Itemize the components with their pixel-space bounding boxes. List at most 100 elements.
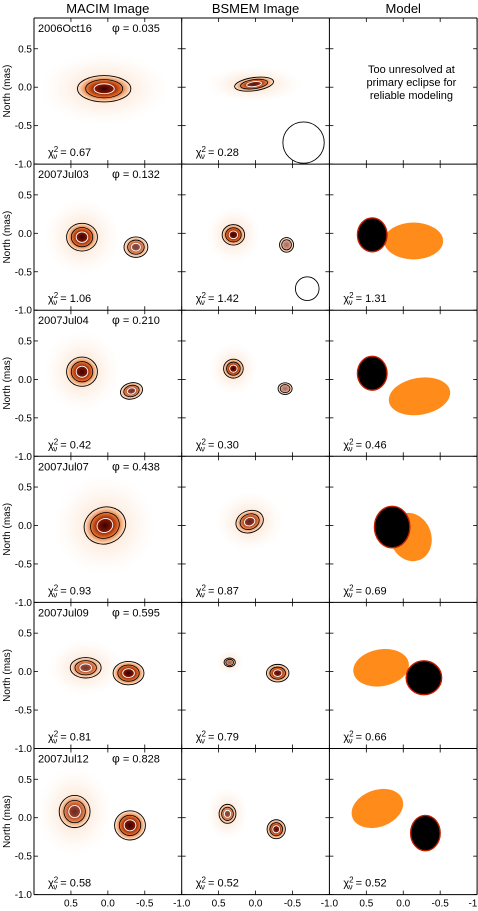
chi-subscript: ν xyxy=(201,444,205,453)
emission-blob xyxy=(122,235,150,259)
chi-subscript: ν xyxy=(201,590,205,599)
y-tick-label: -0.5 xyxy=(15,559,33,570)
contour-inner xyxy=(123,819,137,832)
contour-mid xyxy=(70,361,94,383)
chi2-text: χ2 ν = 0.30 xyxy=(196,437,239,453)
phase-label: φ = 0.438 xyxy=(112,459,160,473)
contour-outer xyxy=(234,76,274,92)
macim-panel: χ2 ν = 0.42 xyxy=(44,331,144,453)
emission-blob xyxy=(222,358,245,380)
contour-mid xyxy=(74,660,97,676)
phase-value: = 0.035 xyxy=(120,23,160,35)
x-tick-label: 0.0 xyxy=(396,899,410,910)
column-header: BSMEM Image xyxy=(212,1,299,16)
contour-inner xyxy=(223,809,232,818)
chi2-text: χ2 ν = 0.87 xyxy=(196,583,239,599)
chi2-value: = 0.28 xyxy=(205,147,239,159)
contour-inner xyxy=(68,805,81,819)
chi2-label: χ2 ν = 0.69 xyxy=(343,583,386,599)
chi-superscript: 2 xyxy=(201,583,206,592)
chi2-label: χ2 ν = 0.87 xyxy=(196,583,239,599)
phase-value: = 0.828 xyxy=(120,754,160,766)
contour-mid xyxy=(90,512,120,539)
chi2-text: χ2 ν = 0.79 xyxy=(196,730,239,746)
chi-superscript: 2 xyxy=(349,730,354,739)
y-tick-label: -1.0 xyxy=(15,160,33,171)
y-axis-label: North (mas) xyxy=(2,649,13,702)
contour-outer xyxy=(119,382,143,400)
model-note: Too unresolved at xyxy=(368,64,455,76)
contour-mid xyxy=(269,822,283,837)
emission-blob xyxy=(218,803,237,825)
chi2-text: χ2 ν = 0.52 xyxy=(196,876,239,892)
chi2-text: χ2 ν = 0.69 xyxy=(343,583,386,599)
chi-symbol: χ xyxy=(196,147,202,159)
chi2-text: χ2 ν = 0.52 xyxy=(343,876,386,892)
chi2-value: = 0.87 xyxy=(205,585,239,597)
chi-superscript: 2 xyxy=(349,876,354,885)
y-tick-label: -1.0 xyxy=(15,452,33,463)
chi2-label: χ2 ν = 1.42 xyxy=(196,291,239,307)
model-primary-star xyxy=(356,355,388,391)
contour-outer xyxy=(123,236,149,258)
chi-symbol: χ xyxy=(196,439,202,451)
emission-blob xyxy=(64,355,100,388)
contour-outer xyxy=(112,661,145,686)
chi2-value: = 0.69 xyxy=(353,585,387,597)
phase-label: φ = 0.035 xyxy=(112,21,160,35)
contour-outer xyxy=(83,506,127,545)
macim-panel: χ2 ν = 0.67 xyxy=(39,52,169,161)
y-tick-label: -0.5 xyxy=(15,706,33,717)
model-primary-star xyxy=(373,505,411,549)
contour-outer xyxy=(58,795,91,829)
chi2-text: χ2 ν = 0.67 xyxy=(48,145,91,161)
model-panel: χ2 ν = 0.69 xyxy=(343,505,432,599)
contour-outer xyxy=(66,222,98,252)
contour-mid xyxy=(279,384,291,394)
contour-inner xyxy=(75,231,89,243)
emission-blob xyxy=(112,809,148,842)
contour-mid xyxy=(281,239,292,251)
x-tick-label: -0.5 xyxy=(432,899,450,910)
x-tick-label: 0.5 xyxy=(359,899,373,910)
column-header: MACIM Image xyxy=(66,1,149,16)
chi2-value: = 0.93 xyxy=(57,585,91,597)
y-tick-label: 0.0 xyxy=(18,667,32,678)
chi2-value: = 1.06 xyxy=(57,293,91,305)
contour-mid xyxy=(225,227,242,243)
chi-superscript: 2 xyxy=(201,145,206,154)
y-tick-label: 0.5 xyxy=(18,190,32,201)
chi2-text: χ2 ν = 1.06 xyxy=(48,291,91,307)
phase-value: = 0.438 xyxy=(120,461,160,473)
model-note: reliable modeling xyxy=(370,90,453,102)
bsmem-panel: χ2 ν = 0.87 xyxy=(196,491,284,599)
chi2-value: = 0.46 xyxy=(353,439,387,451)
x-tick-label: 0.5 xyxy=(64,899,78,910)
x-tick-label: 0.0 xyxy=(249,899,263,910)
contour-outer xyxy=(266,819,286,840)
phase-label: φ = 0.828 xyxy=(112,752,160,766)
contour-outer xyxy=(114,810,146,841)
phi-symbol: φ xyxy=(112,459,120,473)
chi-superscript: 2 xyxy=(201,876,206,885)
chi-symbol: χ xyxy=(48,293,54,305)
y-tick-label: 0.0 xyxy=(18,375,32,386)
contour-mid xyxy=(221,806,234,821)
contour-inner xyxy=(272,825,281,834)
chi2-label: χ2 ν = 1.06 xyxy=(48,291,91,307)
chi2-label: χ2 ν = 0.67 xyxy=(48,145,91,161)
contour-inner xyxy=(246,81,262,88)
chi-subscript: ν xyxy=(53,298,57,307)
chi-superscript: 2 xyxy=(349,291,354,300)
chi-symbol: χ xyxy=(343,732,349,744)
contour-outer xyxy=(223,657,236,668)
chi2-value: = 0.52 xyxy=(353,878,387,890)
emission-blob xyxy=(81,504,128,547)
y-tick-label: -1.0 xyxy=(15,306,33,317)
contour-outer xyxy=(235,509,264,534)
chi2-text: χ2 ν = 0.81 xyxy=(48,730,91,746)
y-tick-label: -1.0 xyxy=(15,744,33,755)
